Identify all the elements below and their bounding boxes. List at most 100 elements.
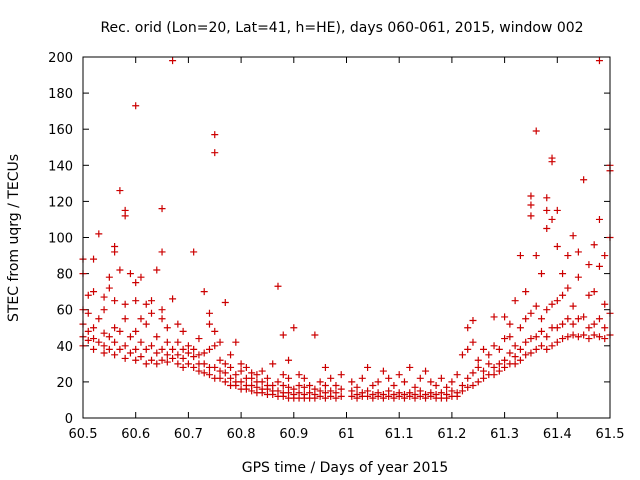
data-point (501, 313, 509, 321)
data-point (543, 206, 551, 214)
data-point (395, 389, 403, 397)
data-point (601, 335, 609, 343)
data-point (390, 391, 398, 399)
data-point (437, 389, 445, 397)
data-point (279, 382, 287, 390)
data-point (327, 374, 335, 382)
data-point (321, 363, 329, 371)
data-point (553, 324, 561, 332)
data-point (90, 255, 98, 263)
data-point (258, 378, 266, 386)
data-point (559, 270, 567, 278)
data-point (137, 338, 145, 346)
data-point (285, 356, 293, 364)
data-point (464, 374, 472, 382)
y-tick-label: 0 (65, 412, 73, 427)
data-point (369, 391, 377, 399)
data-point (274, 282, 282, 290)
data-point (495, 345, 503, 353)
data-point (400, 391, 408, 399)
data-point (564, 252, 572, 260)
data-point (311, 331, 319, 339)
data-point (195, 351, 203, 359)
data-point (90, 288, 98, 296)
data-point (422, 391, 430, 399)
data-point (211, 363, 219, 371)
data-point (580, 331, 588, 339)
data-point (190, 248, 198, 256)
data-point (395, 371, 403, 379)
data-point (406, 363, 414, 371)
data-point (105, 345, 113, 353)
y-tick-label: 120 (48, 195, 73, 210)
data-point (237, 378, 245, 386)
data-point (443, 383, 451, 391)
data-point (95, 230, 103, 238)
data-point (169, 354, 177, 362)
data-point (300, 383, 308, 391)
data-point (285, 383, 293, 391)
data-point (485, 351, 493, 359)
data-point (216, 367, 224, 375)
data-point (211, 131, 219, 139)
data-point (506, 349, 514, 357)
data-point (279, 371, 287, 379)
data-point (548, 215, 556, 223)
data-point (121, 300, 129, 308)
data-point (364, 363, 372, 371)
data-point (190, 353, 198, 361)
data-point (585, 324, 593, 332)
data-point (153, 266, 161, 274)
data-point (132, 297, 140, 305)
data-point (279, 331, 287, 339)
data-point (485, 360, 493, 368)
data-point (385, 387, 393, 395)
data-point (374, 378, 382, 386)
data-point (84, 327, 92, 335)
data-point (100, 306, 108, 314)
data-point (221, 378, 229, 386)
data-point (195, 335, 203, 343)
data-point (369, 382, 377, 390)
data-point (559, 320, 567, 328)
y-tick-label: 100 (48, 232, 73, 247)
data-point (111, 351, 119, 359)
data-point (105, 273, 113, 281)
data-point (300, 391, 308, 399)
data-point (274, 387, 282, 395)
data-point (148, 309, 156, 317)
data-point (564, 315, 572, 323)
data-point (432, 391, 440, 399)
data-point (548, 300, 556, 308)
data-point (474, 378, 482, 386)
data-point (200, 369, 208, 377)
x-tick-label: 61.3 (490, 427, 519, 442)
x-tick-label: 60.8 (227, 427, 256, 442)
data-point (443, 391, 451, 399)
data-point (111, 338, 119, 346)
data-point (227, 351, 235, 359)
data-point (227, 363, 235, 371)
data-point (121, 315, 129, 323)
data-point (163, 338, 171, 346)
data-point (532, 345, 540, 353)
data-point (179, 354, 187, 362)
data-point (105, 284, 113, 292)
data-point (506, 333, 514, 341)
data-point (153, 360, 161, 368)
data-point (537, 270, 545, 278)
data-point (205, 345, 213, 353)
data-point (174, 351, 182, 359)
data-point (559, 291, 567, 299)
data-point (132, 327, 140, 335)
data-point (216, 356, 224, 364)
data-point (211, 342, 219, 350)
data-point (516, 345, 524, 353)
data-point (332, 389, 340, 397)
data-point (595, 333, 603, 341)
data-point (490, 363, 498, 371)
y-tick-label: 160 (48, 123, 73, 138)
data-point (601, 300, 609, 308)
data-point (126, 270, 134, 278)
